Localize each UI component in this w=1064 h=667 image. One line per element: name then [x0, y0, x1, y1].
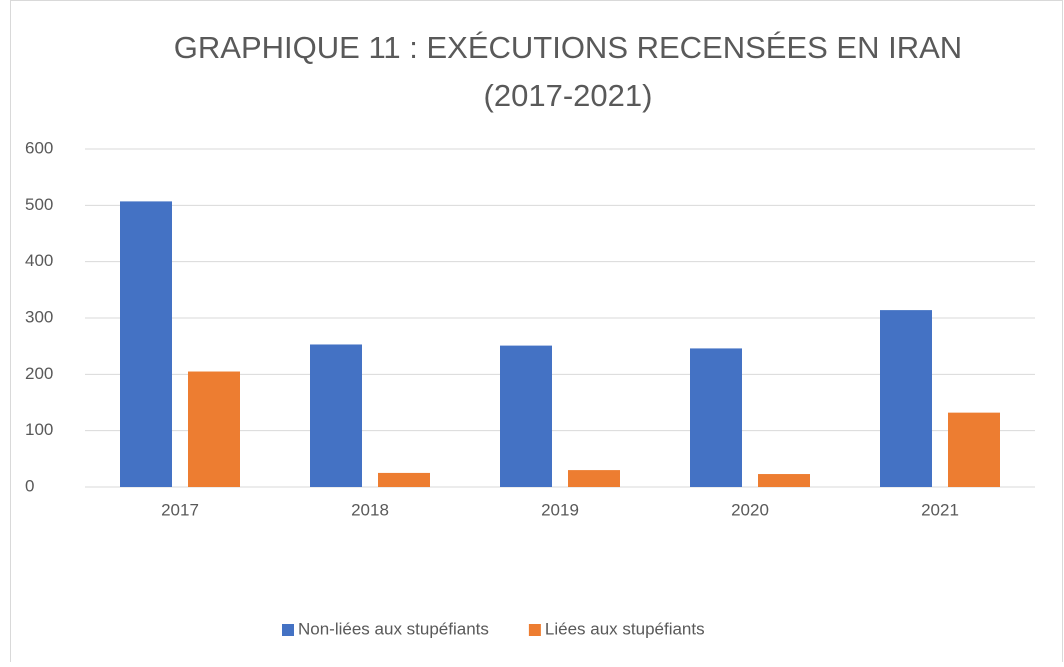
legend-label: Liées aux stupéfiants	[545, 619, 705, 638]
y-tick-label: 100	[25, 420, 53, 439]
x-tick-label: 2017	[161, 500, 199, 519]
legend-label: Non-liées aux stupéfiants	[298, 619, 489, 638]
y-tick-label: 400	[25, 251, 53, 270]
y-tick-label: 200	[25, 364, 53, 383]
x-tick-label: 2019	[541, 500, 579, 519]
y-tick-label: 0	[25, 476, 34, 495]
y-tick-label: 600	[25, 138, 53, 157]
chart-title: GRAPHIQUE 11 : EXÉCUTIONS RECENSÉES EN I…	[174, 30, 962, 65]
x-tick-label: 2020	[731, 500, 769, 519]
bar	[880, 310, 932, 487]
bar	[758, 474, 810, 487]
legend-swatch	[528, 624, 541, 636]
chart-title: (2017-2021)	[484, 78, 653, 113]
y-tick-label: 300	[25, 307, 53, 326]
legend-swatch	[282, 624, 294, 636]
bar	[568, 470, 620, 487]
x-tick-label: 2018	[351, 500, 389, 519]
bar	[948, 412, 1000, 487]
bar	[690, 348, 742, 487]
x-tick-label: 2021	[921, 500, 959, 519]
bar	[378, 472, 430, 487]
bar	[500, 345, 552, 487]
bar	[120, 201, 172, 487]
bar	[310, 344, 362, 487]
bar	[188, 371, 240, 487]
y-tick-label: 500	[25, 195, 53, 214]
